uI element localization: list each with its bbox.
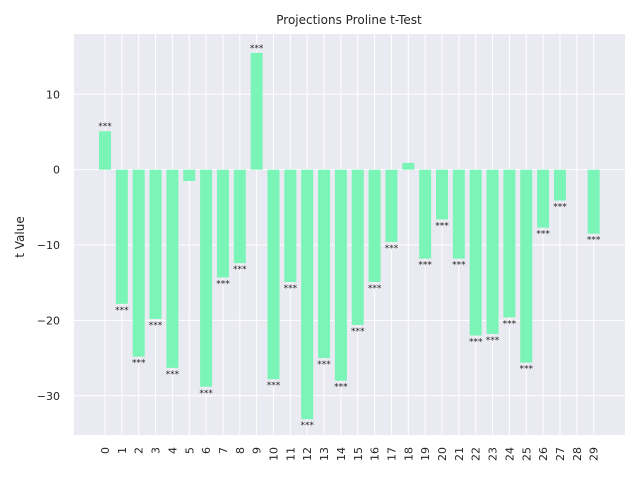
- plot-area: [74, 34, 625, 435]
- significance-label: ***: [486, 336, 500, 346]
- bar: [503, 169, 516, 318]
- significance-label: ***: [216, 279, 230, 289]
- x-tick-label: 1: [116, 447, 129, 454]
- significance-label: ***: [503, 319, 517, 329]
- bar: [132, 169, 145, 357]
- x-tick-label: 9: [251, 447, 264, 454]
- x-tick-label: 10: [268, 447, 281, 461]
- significance-label: ***: [284, 284, 298, 294]
- x-tick-label: 23: [487, 447, 500, 461]
- y-tick-label: −30: [37, 390, 60, 403]
- x-tick-label: 0: [99, 447, 112, 454]
- x-tick-label: 6: [200, 447, 213, 454]
- bar: [436, 169, 448, 220]
- x-axis-ticks: 0 1 2 3 4 5 6 7 8 9 10 11 12 13 14 15 16 17 18 19 20 21 22 23 24…: [99, 447, 601, 461]
- significance-label: ***: [166, 370, 180, 380]
- x-tick-label: 27: [554, 447, 567, 461]
- significance-label: ***: [115, 306, 129, 316]
- bar: [520, 169, 533, 363]
- x-tick-label: 24: [503, 447, 516, 461]
- x-tick-label: 18: [402, 447, 415, 461]
- bar: [166, 169, 179, 368]
- bar: [149, 169, 162, 319]
- x-tick-label: 3: [150, 447, 163, 454]
- x-tick-label: 29: [588, 447, 601, 461]
- x-tick-label: 16: [369, 447, 382, 461]
- y-tick-label: −20: [37, 314, 60, 327]
- bar: [368, 169, 381, 282]
- x-tick-label: 26: [537, 447, 550, 461]
- x-tick-label: 2: [133, 447, 146, 454]
- significance-label: ***: [132, 359, 146, 369]
- bar: [385, 169, 398, 243]
- x-tick-label: 15: [352, 447, 365, 461]
- y-tick-label: 10: [46, 88, 60, 101]
- bar: [553, 169, 566, 201]
- bar: [284, 169, 297, 282]
- significance-label: ***: [98, 122, 112, 132]
- x-tick-label: 17: [385, 447, 398, 461]
- y-tick-label: 0: [53, 164, 60, 177]
- bar: [419, 169, 432, 259]
- bars-group: [99, 52, 600, 420]
- x-tick-label: 20: [436, 447, 449, 461]
- bar: [301, 169, 314, 420]
- bar: [452, 169, 465, 259]
- x-tick-label: 21: [453, 447, 466, 461]
- x-tick-label: 13: [318, 447, 331, 461]
- y-axis-label: t Value: [13, 216, 27, 257]
- x-tick-label: 8: [234, 447, 247, 454]
- significance-label: ***: [520, 365, 534, 375]
- x-tick-label: 11: [284, 447, 297, 461]
- bar: [537, 169, 550, 228]
- bar: [115, 169, 128, 304]
- bar: [587, 169, 600, 234]
- bar: [233, 169, 246, 264]
- significance-label: ***: [334, 383, 348, 393]
- bar: [99, 131, 111, 170]
- bar: [250, 52, 263, 170]
- bar: [183, 169, 196, 181]
- x-tick-label: 22: [470, 447, 483, 461]
- y-axis-ticks: 10 0 −10 −20 −30: [37, 88, 60, 403]
- significance-labels: ****************************************…: [98, 44, 601, 431]
- x-tick-label: 19: [419, 447, 432, 461]
- significance-label: ***: [536, 230, 550, 240]
- bar: [216, 169, 229, 278]
- bar: [351, 169, 364, 325]
- significance-label: ***: [418, 261, 432, 271]
- x-tick-label: 7: [217, 447, 230, 454]
- significance-label: ***: [435, 221, 449, 231]
- significance-label: ***: [250, 44, 264, 54]
- significance-label: ***: [385, 244, 399, 254]
- significance-label: ***: [300, 421, 314, 431]
- significance-label: ***: [233, 265, 247, 275]
- significance-label: ***: [368, 284, 382, 294]
- bar: [334, 169, 347, 381]
- significance-label: ***: [317, 360, 331, 370]
- significance-label: ***: [149, 321, 163, 331]
- bar: [200, 169, 213, 387]
- x-tick-label: 12: [301, 447, 314, 461]
- x-tick-label: 4: [166, 447, 179, 454]
- x-tick-label: 25: [520, 447, 533, 461]
- chart-title: Projections Proline t-Test: [276, 13, 422, 27]
- significance-label: ***: [452, 261, 466, 271]
- significance-label: ***: [351, 327, 365, 337]
- significance-label: ***: [267, 381, 281, 391]
- bar: [267, 169, 280, 380]
- x-tick-label: 5: [183, 447, 196, 454]
- x-tick-label: 14: [335, 447, 348, 461]
- x-tick-label: 28: [571, 447, 584, 461]
- significance-label: ***: [469, 338, 483, 348]
- bar: [318, 169, 331, 359]
- y-tick-label: −10: [37, 239, 60, 252]
- bar: [486, 169, 499, 334]
- significance-label: ***: [553, 203, 567, 213]
- significance-label: ***: [199, 389, 213, 399]
- bar: [469, 169, 482, 336]
- significance-label: ***: [587, 236, 601, 246]
- bar: [402, 162, 415, 170]
